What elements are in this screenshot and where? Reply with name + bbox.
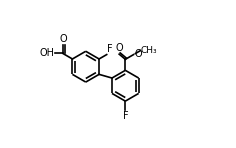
Text: O: O: [115, 43, 123, 53]
Text: F: F: [107, 44, 113, 54]
Text: OH: OH: [39, 48, 54, 58]
Text: CH₃: CH₃: [141, 46, 157, 55]
Text: O: O: [60, 34, 67, 44]
Text: O: O: [134, 49, 142, 59]
Text: F: F: [122, 111, 128, 121]
